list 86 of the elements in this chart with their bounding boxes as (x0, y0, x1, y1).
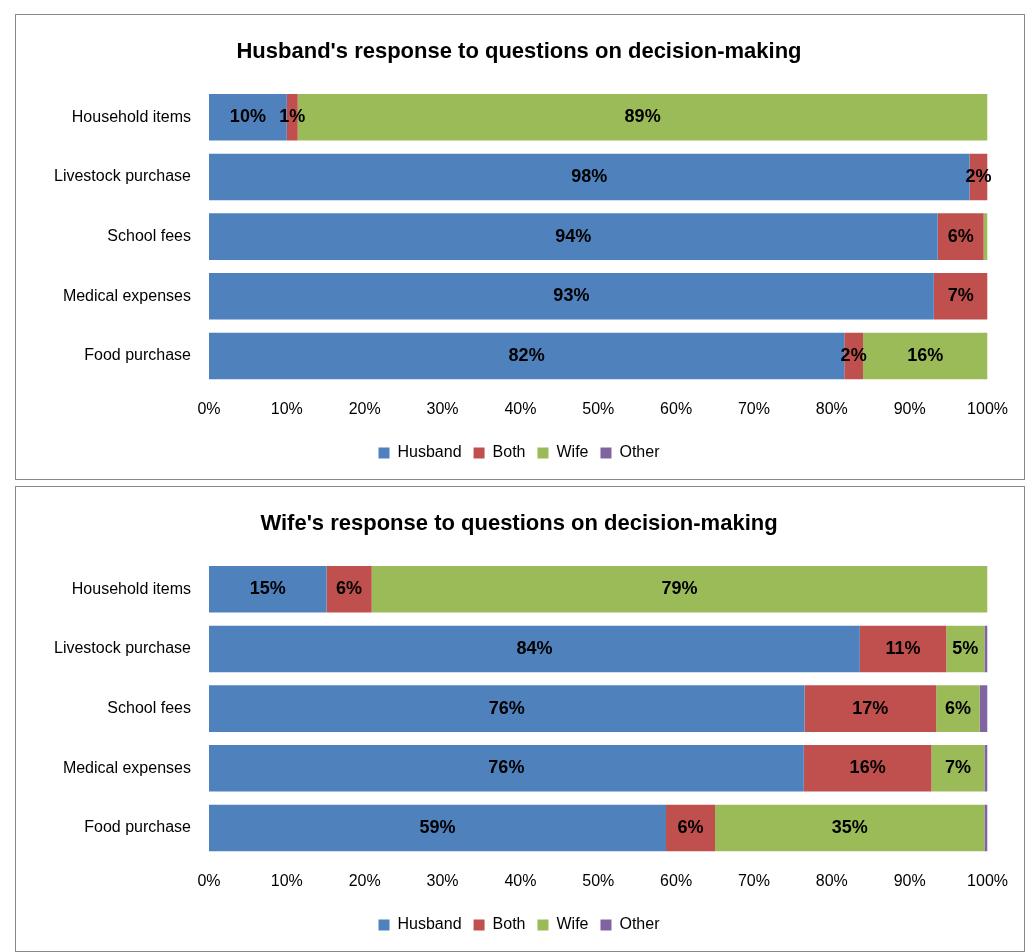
x-tick-label: 50% (582, 871, 615, 889)
y-tick-label: Livestock purchase (53, 167, 192, 185)
bar (804, 685, 937, 732)
x-tick-label: 70% (737, 399, 770, 417)
x-tick-label: 30% (426, 871, 459, 889)
bar (208, 745, 804, 792)
x-tick-label: 10% (270, 871, 303, 889)
y-tick-label: Household items (71, 107, 191, 125)
bar (933, 273, 988, 320)
data-label: 15% (249, 578, 286, 599)
legend-label: Both (492, 915, 526, 933)
legend-label: Other (619, 443, 661, 461)
data-label: 10% (229, 106, 266, 127)
data-label: 76% (488, 697, 525, 718)
bar (208, 213, 938, 260)
bar (937, 213, 984, 260)
y-tick-label: Food purchase (84, 346, 192, 364)
x-tick-label: 90% (893, 871, 926, 889)
legend-label: Wife (556, 443, 589, 461)
data-label: 6% (947, 225, 974, 246)
bar (803, 745, 932, 792)
bar (859, 625, 947, 673)
bar (936, 685, 980, 732)
data-label: 82% (508, 344, 545, 365)
data-label: 6% (336, 578, 363, 599)
data-label: 93% (553, 285, 590, 306)
legend-label: Other (619, 915, 661, 933)
data-label: 7% (944, 757, 971, 778)
y-tick-label: Livestock purchase (53, 639, 192, 657)
x-tick-label: 60% (660, 399, 693, 417)
bar (984, 804, 988, 852)
bar (208, 625, 860, 673)
bar (208, 804, 666, 852)
x-tick-label: 40% (504, 399, 537, 417)
x-tick-label: 10% (270, 399, 303, 417)
x-tick-label: 50% (582, 399, 615, 417)
data-label: 76% (488, 757, 525, 778)
bar (931, 745, 985, 792)
x-tick-label: 100% (967, 871, 1008, 889)
legend-label: Both (492, 443, 526, 461)
bar (715, 804, 985, 852)
bar (371, 565, 988, 613)
x-tick-label: 0% (197, 399, 221, 417)
x-tick-label: 90% (893, 399, 926, 417)
data-label: 35% (831, 816, 868, 837)
x-tick-label: 100% (967, 399, 1008, 417)
bar (979, 685, 988, 732)
legend-label: Wife (556, 915, 589, 933)
chart-title: Husband's response to questions on decision-making (236, 38, 802, 64)
x-tick-label: 20% (348, 399, 381, 417)
data-label: 7% (947, 285, 974, 306)
x-tick-label: 0% (197, 871, 221, 889)
data-label: 17% (852, 697, 889, 718)
data-label: 6% (944, 697, 971, 718)
data-label: 94% (555, 225, 592, 246)
data-label: 11% (885, 637, 921, 658)
x-tick-label: 80% (815, 871, 848, 889)
legend-label: Husband (397, 443, 462, 461)
data-label: 89% (624, 106, 661, 127)
x-tick-label: 40% (504, 871, 537, 889)
data-label: 84% (516, 637, 553, 658)
data-label: 98% (571, 165, 608, 186)
legend-label: Husband (397, 915, 462, 933)
bar (208, 685, 805, 732)
data-label: 16% (907, 344, 944, 365)
y-tick-label: Household items (71, 579, 191, 597)
bar (208, 565, 327, 613)
y-tick-label: Food purchase (84, 818, 192, 836)
data-label: 79% (661, 578, 698, 599)
bar (984, 625, 988, 673)
data-label: 16% (849, 757, 886, 778)
x-tick-label: 80% (815, 399, 848, 417)
bar (208, 273, 934, 320)
bar (984, 745, 988, 792)
data-label: 59% (419, 816, 456, 837)
y-tick-label: Medical expenses (62, 758, 191, 776)
y-tick-label: Medical expenses (62, 286, 191, 304)
x-tick-label: 70% (737, 871, 770, 889)
x-tick-label: 30% (426, 399, 459, 417)
data-label: 6% (677, 816, 704, 837)
y-tick-label: School fees (107, 227, 191, 245)
x-tick-label: 20% (348, 871, 381, 889)
data-label: 5% (952, 637, 979, 658)
y-tick-label: School fees (107, 699, 191, 717)
chart-title: Wife's response to questions on decision-making (260, 510, 778, 536)
x-tick-label: 60% (660, 871, 693, 889)
